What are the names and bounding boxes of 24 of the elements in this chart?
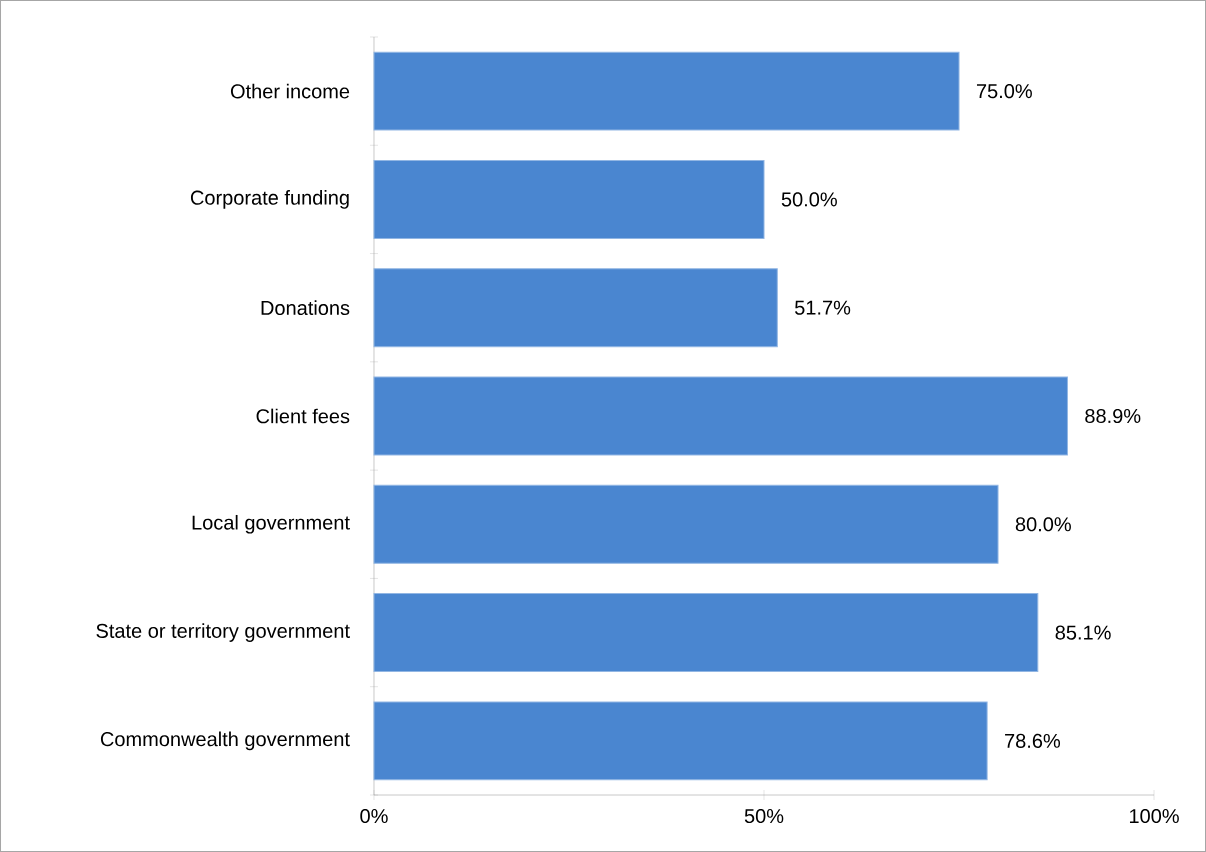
- y-tick-label: Local government: [192, 514, 350, 534]
- x-tick-label: 50%: [744, 808, 784, 824]
- bar: [373, 376, 1068, 456]
- data-label: 50.0%: [781, 192, 837, 207]
- bar: [373, 484, 999, 564]
- y-tick-label: Donations: [261, 300, 350, 316]
- data-label: 75.0%: [976, 84, 1032, 99]
- bar: [373, 159, 765, 239]
- y-tick-label: Corporate funding: [190, 190, 349, 209]
- data-label: 78.6%: [1005, 733, 1061, 748]
- bar: [373, 51, 960, 131]
- bar: [373, 701, 988, 781]
- bar: [373, 593, 1039, 673]
- y-tick-label: Commonwealth government: [100, 731, 350, 751]
- bar: [373, 268, 778, 348]
- data-label: 85.1%: [1055, 625, 1111, 640]
- data-label: 51.7%: [795, 300, 851, 315]
- x-tick-label: 0%: [360, 808, 388, 824]
- y-tick-label: Client fees: [256, 408, 350, 424]
- x-tick-label: 100%: [1129, 808, 1179, 824]
- y-tick-label: Other income: [230, 83, 350, 99]
- y-tick-label: State or territory government: [96, 623, 350, 642]
- data-label: 80.0%: [1015, 517, 1071, 532]
- data-label: 88.9%: [1085, 408, 1141, 424]
